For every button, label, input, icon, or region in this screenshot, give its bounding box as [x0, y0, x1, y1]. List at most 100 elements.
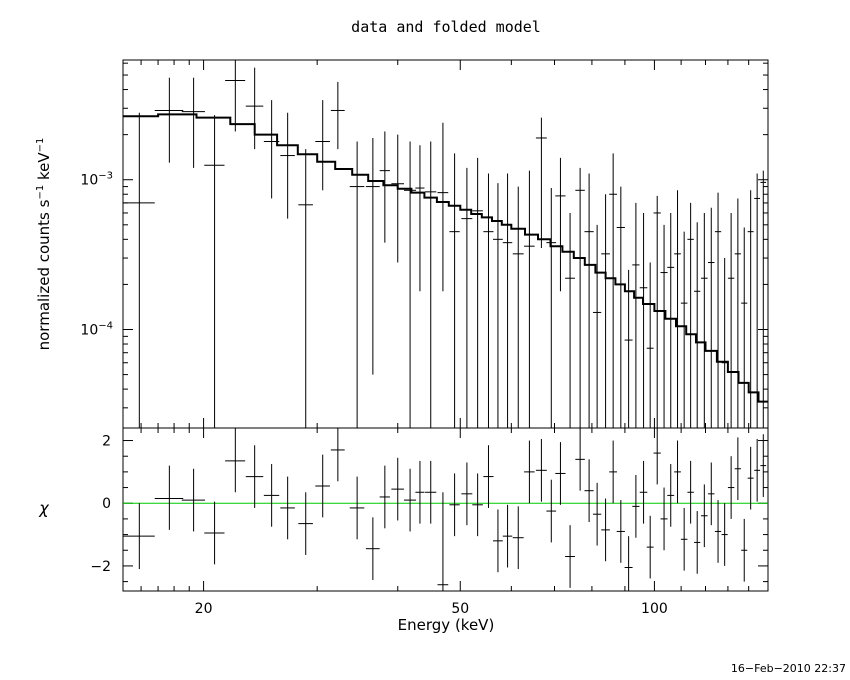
data-point [461, 167, 473, 428]
data-point [660, 224, 668, 428]
residual-point [653, 428, 661, 485]
residual-point [379, 465, 390, 529]
data-point [734, 198, 741, 428]
residual-point [483, 445, 494, 508]
residual-point [425, 460, 437, 524]
residual-point [687, 460, 694, 524]
x-axis-label: Energy (keV) [397, 616, 495, 634]
residual-point [461, 462, 473, 526]
data-point [653, 195, 661, 428]
residual-point [415, 460, 425, 524]
data-point [502, 173, 513, 428]
residual-point [575, 428, 585, 491]
y-tick-label-exponent: −4 [98, 321, 113, 332]
residual-point [565, 525, 575, 588]
y-tick-label-base: 10 [80, 323, 98, 339]
y-label-unit: keV [35, 152, 53, 185]
residual-point [315, 454, 330, 518]
data-point [512, 186, 524, 428]
y-tick-label: −2 [90, 559, 111, 575]
data-point [694, 222, 701, 428]
data-point [204, 115, 225, 428]
residual-point [674, 440, 681, 504]
data-point [575, 167, 585, 428]
data-point [721, 258, 728, 428]
residual-point [123, 503, 155, 570]
data-point [639, 212, 648, 428]
data-point [391, 134, 404, 263]
data-point [555, 157, 566, 292]
residual-point [502, 504, 513, 568]
data-point [493, 183, 503, 428]
data-point [667, 212, 675, 428]
residual-point [365, 517, 380, 581]
data-point [330, 81, 345, 150]
residual-point [391, 457, 404, 521]
residual-point [639, 460, 648, 524]
y-tick-label: 10−3 [80, 171, 113, 189]
data-point [616, 186, 625, 428]
data-point [609, 153, 618, 428]
residual-point [592, 482, 602, 546]
x-tick-label: 100 [641, 601, 668, 617]
residual-point [660, 487, 668, 551]
residual-point [734, 437, 741, 501]
residual-point [472, 473, 483, 537]
residual-point [727, 456, 735, 519]
data-point [754, 173, 761, 428]
y-tick-label-exponent: −3 [98, 171, 113, 182]
residual-point [225, 428, 246, 493]
data-point [687, 202, 694, 428]
residual-point [512, 506, 524, 570]
residual-point [280, 476, 295, 540]
residual-point [694, 511, 701, 574]
residual-point [701, 484, 708, 548]
residual-point [555, 442, 566, 505]
y-tick-label-base: 10 [80, 173, 98, 189]
data-point [298, 149, 313, 428]
y-label-exp-2: −1 [35, 137, 46, 153]
data-point [123, 112, 155, 428]
data-point [760, 170, 767, 428]
residual-point [646, 515, 654, 579]
timestamp: 16−Feb−2010 22:37 [730, 662, 846, 675]
data-point [181, 77, 205, 168]
data-point [601, 194, 610, 428]
y-label-text: normalized counts s [35, 199, 53, 351]
data-point [535, 117, 547, 249]
residual-point [760, 434, 767, 497]
spectrum-frame [122, 59, 769, 429]
residual-point [524, 440, 535, 504]
data-point [546, 188, 557, 428]
data-point [425, 141, 437, 428]
data-point [280, 112, 295, 219]
data-point [415, 145, 425, 292]
data-point [472, 157, 483, 428]
data-point [449, 153, 460, 428]
residual-point [584, 459, 594, 523]
data-point [592, 224, 602, 428]
residual-point [349, 476, 365, 540]
residual-point [535, 438, 547, 502]
data-point [680, 231, 688, 428]
data-point [365, 137, 380, 375]
residuals-y-axis-label: χ [39, 498, 49, 518]
residual-point [546, 479, 557, 543]
residual-point [601, 498, 610, 562]
residual-point [741, 518, 748, 582]
residual-point [616, 500, 625, 563]
x-tick-label: 50 [451, 601, 469, 617]
residual-point [403, 468, 417, 532]
residual-point [680, 507, 688, 571]
residual-point [154, 465, 184, 530]
residual-point [204, 501, 225, 565]
residual-point [632, 475, 640, 538]
residual-point [624, 536, 633, 591]
y-tick-label: 10−4 [80, 321, 113, 339]
spectrum-panel: 10−310−4 [80, 59, 769, 429]
residual-point [449, 473, 460, 537]
residual-point [609, 440, 618, 504]
data-point [747, 190, 754, 428]
